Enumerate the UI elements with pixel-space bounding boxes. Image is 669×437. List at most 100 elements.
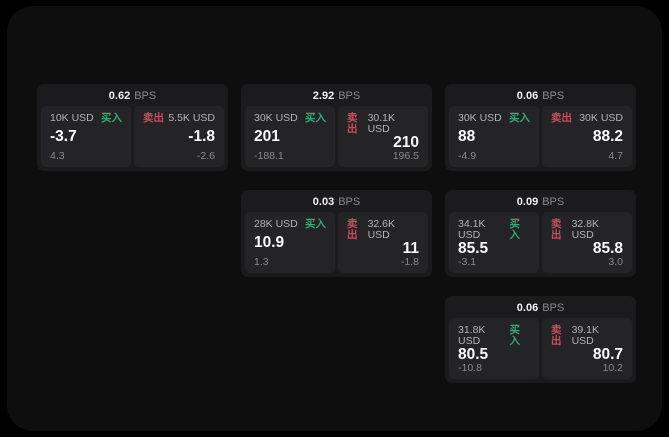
sell-panel-top: 卖出 5.5K USD	[143, 113, 215, 124]
sell-sub-value: 3.0	[608, 255, 623, 268]
buy-panel[interactable]: 30K USD 买入 201 -188.1	[245, 106, 335, 167]
sell-sub-value: 10.2	[602, 361, 623, 374]
bps-header: 0.62 BPS	[41, 87, 224, 106]
buy-price: 80.5	[458, 345, 489, 363]
bps-value: 0.09	[516, 196, 539, 208]
buy-side-label: 买入	[305, 218, 326, 230]
sell-side-label: 卖出	[551, 218, 562, 241]
bps-unit-label: BPS	[338, 196, 361, 208]
sell-side-label: 卖出	[551, 324, 562, 347]
buy-size-label: 34.1K USD	[458, 218, 486, 241]
bps-value: 0.06	[516, 302, 539, 314]
quote-grid: 0.62 BPS 10K USD 买入 -3.7 4.3 卖出	[37, 84, 636, 383]
sell-size-label: 30.1K USD	[367, 112, 396, 135]
buy-panel[interactable]: 28K USD 买入 10.9 1.3	[245, 212, 335, 273]
buy-sub-value: -10.8	[458, 361, 482, 374]
buy-panel[interactable]: 31.8K USD 买入 80.5 -10.8	[449, 318, 539, 379]
bps-unit-label: BPS	[542, 90, 565, 102]
sell-panel-top: 卖出 32.8K USD	[551, 219, 623, 240]
buy-size-label: 28K USD	[254, 218, 298, 230]
sell-panel[interactable]: 卖出 30K USD 88.2 4.7	[542, 106, 632, 167]
sell-price: 11	[402, 239, 419, 257]
bps-unit-label: BPS	[542, 196, 565, 208]
sell-panel[interactable]: 卖出 5.5K USD -1.8 -2.6	[134, 106, 224, 167]
sell-panel-top: 卖出 30K USD	[551, 113, 623, 124]
sell-size-label: 32.6K USD	[367, 218, 396, 241]
buy-sub-value: -4.9	[458, 149, 477, 162]
bps-unit-label: BPS	[542, 302, 565, 314]
buy-price: -3.7	[50, 128, 77, 146]
sell-sub-value: 4.7	[608, 149, 623, 162]
quote-card-body: 10K USD 买入 -3.7 4.3 卖出 5.5K USD -1.8 -2.…	[41, 106, 224, 167]
quote-card-body: 31.8K USD 买入 80.5 -10.8 卖出 39.1K USD 80.…	[449, 318, 632, 379]
bps-value: 0.06	[516, 90, 539, 102]
buy-side-label: 买入	[305, 112, 326, 124]
buy-panel-top: 34.1K USD 买入	[458, 219, 530, 240]
buy-panel-top: 10K USD 买入	[50, 113, 122, 124]
sell-panel-top: 卖出 32.6K USD	[347, 219, 419, 240]
quote-card-body: 34.1K USD 买入 85.5 -3.1 卖出 32.8K USD 85.8…	[449, 212, 632, 273]
quote-card: 2.92 BPS 30K USD 买入 201 -188.1 卖出	[241, 84, 432, 171]
buy-price: 10.9	[254, 234, 285, 252]
buy-size-label: 30K USD	[458, 112, 502, 124]
bps-header: 0.06 BPS	[449, 87, 632, 106]
buy-side-label: 买入	[509, 324, 520, 347]
sell-panel[interactable]: 卖出 39.1K USD 80.7 10.2	[542, 318, 632, 379]
bps-header: 0.06 BPS	[449, 299, 632, 318]
sell-side-label: 卖出	[347, 112, 358, 135]
bps-header: 0.03 BPS	[245, 193, 428, 212]
buy-price: 88	[458, 128, 476, 146]
buy-sub-value: 4.3	[50, 149, 65, 162]
quote-card-body: 28K USD 买入 10.9 1.3 卖出 32.6K USD 11 -1.8	[245, 212, 428, 273]
buy-sub-value: -3.1	[458, 255, 477, 268]
buy-panel[interactable]: 30K USD 买入 88 -4.9	[449, 106, 539, 167]
quote-card: 0.09 BPS 34.1K USD 买入 85.5 -3.1 卖出	[445, 190, 636, 277]
sell-panel[interactable]: 卖出 30.1K USD 210 196.5	[338, 106, 428, 167]
buy-price: 201	[254, 128, 280, 146]
sell-price: 80.7	[592, 345, 623, 363]
sell-sub-value: 196.5	[392, 149, 419, 162]
quote-card: 0.06 BPS 31.8K USD 买入 80.5 -10.8 卖	[445, 296, 636, 383]
bps-value: 0.62	[108, 90, 131, 102]
bps-value: 0.03	[312, 196, 335, 208]
buy-panel[interactable]: 10K USD 买入 -3.7 4.3	[41, 106, 131, 167]
buy-sub-value: -188.1	[254, 149, 284, 162]
bps-unit-label: BPS	[134, 90, 157, 102]
sell-side-label: 卖出	[551, 112, 572, 124]
quote-card-body: 30K USD 买入 88 -4.9 卖出 30K USD 88.2 4.7	[449, 106, 632, 167]
sell-panel-top: 卖出 39.1K USD	[551, 325, 623, 346]
quote-card: 0.06 BPS 30K USD 买入 88 -4.9 卖出	[445, 84, 636, 171]
sell-panel[interactable]: 卖出 32.8K USD 85.8 3.0	[542, 212, 632, 273]
sell-price: 210	[393, 133, 419, 151]
buy-panel-top: 31.8K USD 买入	[458, 325, 530, 346]
quote-card-body: 30K USD 买入 201 -188.1 卖出 30.1K USD 210 1…	[245, 106, 428, 167]
buy-side-label: 买入	[509, 218, 520, 241]
sell-price: -1.8	[188, 128, 215, 146]
sell-side-label: 卖出	[347, 218, 358, 241]
bps-unit-label: BPS	[338, 90, 361, 102]
sell-size-label: 39.1K USD	[571, 324, 600, 347]
bps-header: 0.09 BPS	[449, 193, 632, 212]
sell-price: 85.8	[592, 239, 623, 257]
buy-side-label: 买入	[101, 112, 122, 124]
sell-price: 88.2	[592, 128, 623, 146]
buy-side-label: 买入	[509, 112, 530, 124]
buy-panel-top: 30K USD 买入	[458, 113, 530, 124]
buy-price: 85.5	[458, 239, 489, 257]
sell-sub-value: -2.6	[196, 149, 215, 162]
buy-size-label: 31.8K USD	[458, 324, 486, 347]
buy-size-label: 30K USD	[254, 112, 298, 124]
sell-size-label: 30K USD	[579, 112, 623, 124]
buy-panel-top: 28K USD 买入	[254, 219, 326, 230]
quote-board: 0.62 BPS 10K USD 买入 -3.7 4.3 卖出	[7, 6, 662, 431]
bps-header: 2.92 BPS	[245, 87, 428, 106]
sell-sub-value: -1.8	[400, 255, 419, 268]
sell-panel[interactable]: 卖出 32.6K USD 11 -1.8	[338, 212, 428, 273]
sell-panel-top: 卖出 30.1K USD	[347, 113, 419, 134]
bps-value: 2.92	[312, 90, 335, 102]
sell-size-label: 32.8K USD	[571, 218, 600, 241]
buy-panel[interactable]: 34.1K USD 买入 85.5 -3.1	[449, 212, 539, 273]
buy-panel-top: 30K USD 买入	[254, 113, 326, 124]
quote-card: 0.03 BPS 28K USD 买入 10.9 1.3 卖出	[241, 190, 432, 277]
